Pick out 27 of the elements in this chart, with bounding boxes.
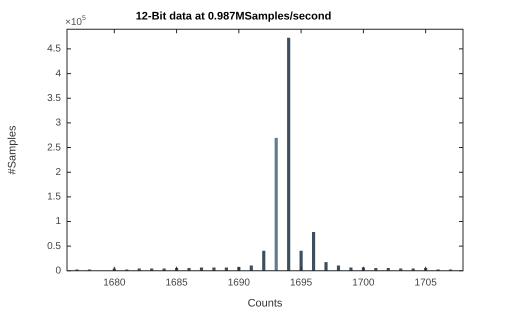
bar [287,38,290,271]
y-tick-label: 3 [55,118,62,129]
chart-title: 12-Bit data at 0.987MSamples/second [136,10,332,23]
y-tick-label: 4.5 [47,44,62,55]
bar [250,266,253,271]
bar [336,266,340,271]
bar [274,138,278,271]
y-axis-title: #Samples [6,125,19,174]
x-tick-label: 1705 [414,278,438,289]
y-tick-label: 2 [55,166,62,178]
y-tick-label: 0.5 [47,240,62,252]
x-tick-label: 1690 [228,278,250,289]
y-tick-label: 1.5 [47,192,62,203]
bar [386,268,390,271]
x-tick-label: 1685 [165,278,188,289]
y-tick-label: 0 [55,266,62,277]
x-axis-title: Counts [248,297,283,310]
y-tick-label: 3.5 [47,92,62,104]
x-tick-label: 1700 [352,278,375,289]
y-tick-label: 4 [55,68,62,80]
bar [262,250,266,271]
bar [324,262,328,271]
y-tick-label: 1 [55,216,62,228]
bar [312,232,316,271]
x-tick-label: 1695 [290,278,313,289]
y-tick-label: 2.5 [47,142,62,154]
x-tick-label: 1680 [103,278,126,289]
